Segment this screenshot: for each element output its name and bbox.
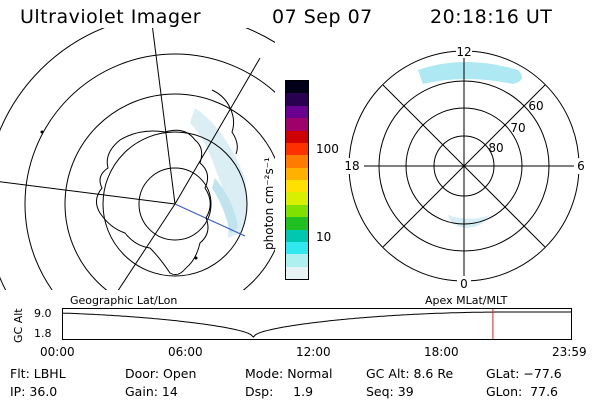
- mode-info: Mode: Normal: [245, 366, 333, 381]
- colorbar-segment: [286, 118, 308, 131]
- date-label: 07 Sep 07: [272, 6, 373, 28]
- timeline-xtick-0600: 06:00: [168, 345, 203, 359]
- filter-info: Flt: LBHL: [10, 366, 66, 381]
- colorbar-segment: [286, 142, 308, 156]
- time-label: 20:18:16 UT: [430, 6, 553, 28]
- timeline-ytick-bottom: 1.8: [34, 327, 52, 340]
- timeline-xtick-0000: 00:00: [40, 345, 75, 359]
- geographic-polar-map: [0, 28, 275, 290]
- colorbar-segment: [286, 217, 308, 230]
- timeline-xtick-1800: 18:00: [424, 345, 459, 359]
- ip-info: IP: 36.0: [10, 384, 58, 399]
- mlat-label-60: 60: [528, 99, 543, 113]
- mlat-label-80: 80: [488, 141, 503, 155]
- door-info: Door: Open: [125, 366, 197, 381]
- colorbar-segment: [286, 266, 308, 279]
- instrument-title: Ultraviolet Imager: [20, 6, 202, 28]
- colorbar-segment: [286, 192, 308, 205]
- mlt-label-6: 6: [577, 159, 585, 173]
- colorbar-segment: [286, 105, 308, 119]
- colorbar-segment: [286, 229, 308, 242]
- gc-alt-info: GC Alt: 8.6 Re: [366, 366, 454, 381]
- gain-info: Gain: 14: [125, 384, 178, 399]
- timeline-ytick-top: 9.0: [34, 307, 52, 320]
- colorbar-segment: [286, 254, 308, 267]
- colorbar-segment: [286, 167, 308, 180]
- timeline-xtick-1200: 12:00: [296, 345, 331, 359]
- timeline-xtick-2359: 23:59: [552, 345, 587, 359]
- magnetic-polar-map: 12 18 6 0 60 70 80: [340, 44, 588, 291]
- dsp-info: Dsp: 1.9: [245, 384, 314, 399]
- altitude-timeline: [62, 308, 572, 340]
- colorbar-unit-label: photon cm⁻²s⁻¹: [262, 157, 276, 250]
- colorbar-tick-100: 100: [316, 142, 339, 156]
- colorbar-tick-10: 10: [316, 230, 332, 244]
- mlat-label-70: 70: [510, 121, 525, 135]
- colorbar-segment: [286, 81, 308, 94]
- colorbar-segment: [286, 155, 308, 168]
- colorbar: [285, 80, 309, 280]
- mlt-label-12: 12: [456, 45, 471, 59]
- geographic-label: Geographic Lat/Lon: [70, 294, 178, 307]
- colorbar-segment: [286, 180, 308, 193]
- timeline-axis-label: GC Alt: [12, 308, 25, 343]
- colorbar-segment: [286, 130, 308, 143]
- colorbar-segment: [286, 93, 308, 106]
- seq-info: Seq: 39: [366, 384, 414, 399]
- apex-label: Apex MLat/MLT: [425, 294, 508, 307]
- colorbar-segment: [286, 241, 308, 255]
- colorbar-segment: [286, 204, 308, 218]
- glon-info: GLon: 77.6: [486, 384, 558, 399]
- mlt-label-18: 18: [344, 159, 359, 173]
- mlt-label-0: 0: [460, 277, 468, 291]
- glat-info: GLat: −77.6: [486, 366, 562, 381]
